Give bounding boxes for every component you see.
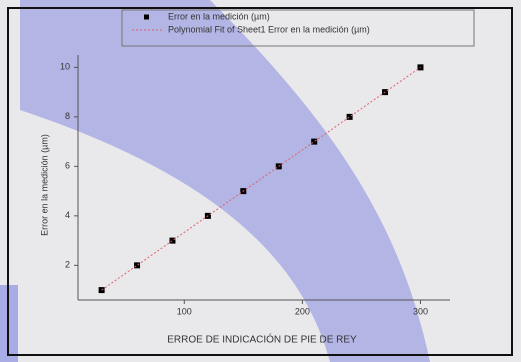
point [417, 64, 423, 70]
x-tick-label: 100 [177, 306, 192, 316]
point [311, 139, 317, 145]
x-tick-label: 200 [295, 306, 310, 316]
x-axis-label: ERROE DE INDICACIÓN DE PIE DE REY [167, 333, 357, 346]
legend-label: Polynomial Fit of Sheet1 Error en la med… [168, 24, 370, 34]
y-tick-label: 6 [65, 161, 70, 171]
legend-swatch [144, 15, 149, 20]
y-tick-label: 10 [60, 62, 70, 72]
point [347, 114, 353, 120]
y-tick-label: 8 [65, 111, 70, 121]
y-tick-label: 2 [65, 260, 70, 270]
y-axis-label: Error en la medición (µm) [39, 134, 49, 236]
point [169, 238, 175, 244]
chart: ERROE DE INDICACIÓN DE PIE DE REY Error … [0, 0, 521, 362]
x-tick-label: 300 [413, 306, 428, 316]
point [134, 262, 140, 268]
legend-label: Error en la medición (µm) [168, 11, 270, 21]
y-tick-label: 4 [65, 210, 70, 220]
